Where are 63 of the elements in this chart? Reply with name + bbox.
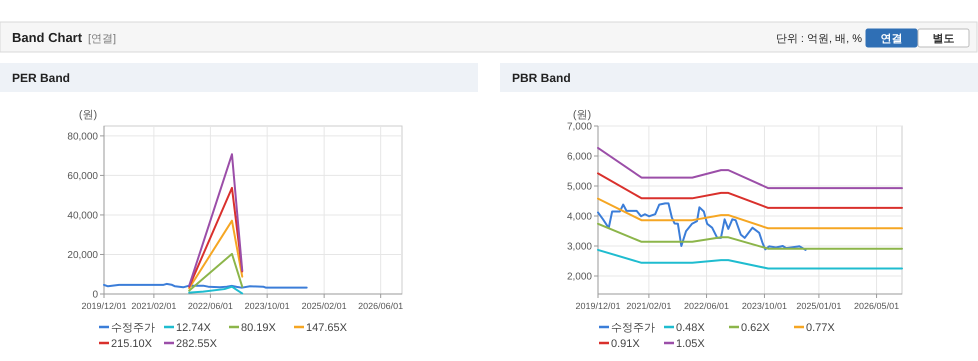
line-series — [597, 172, 903, 209]
x-tick-label: 2019/12/01 — [575, 301, 621, 311]
y-tick-label: 5,000 — [566, 182, 592, 192]
chart-title: PBR Band — [512, 71, 571, 85]
x-tick-label: 2025/02/01 — [302, 301, 347, 311]
legend-item: 0.77X — [794, 322, 835, 334]
x-tick-label: 2022/06/01 — [188, 301, 233, 311]
legend-item: 0.48X — [664, 322, 705, 334]
x-tick-label: 2022/06/01 — [684, 301, 730, 311]
button: 별도 — [918, 28, 970, 48]
x-tick-label: 2023/10/01 — [742, 301, 787, 311]
text: 단위 : 억원, 배, % — [776, 33, 862, 45]
x-tick-label: 2025/01/01 — [796, 301, 842, 311]
y-tick-label: 4,000 — [566, 212, 592, 222]
legend-label: 1.05X — [676, 338, 706, 350]
y-tick-label: 20,000 — [67, 250, 98, 261]
y-tick-label: 6,000 — [566, 152, 592, 162]
button: 연결 — [866, 28, 918, 48]
x-tick-label: 2021/02/01 — [131, 301, 176, 311]
chart-title: PER Band — [12, 71, 70, 85]
legend-label: 0.48X — [676, 322, 706, 334]
legend-item: 80.19X — [229, 322, 276, 334]
line-series — [597, 222, 903, 250]
legend-item: 수정주가 — [599, 322, 655, 334]
y-tick-label: 40,000 — [67, 210, 98, 222]
x-tick-label: 2023/10/01 — [244, 301, 290, 311]
legend-item: 1.05X — [664, 338, 705, 350]
y-tick-label: 60,000 — [67, 170, 98, 182]
line-series — [597, 198, 903, 230]
legend-item: 12.74X — [164, 322, 211, 334]
y-axis-title: (원) — [78, 109, 98, 121]
legend-label: 0.77X — [806, 322, 836, 334]
legend-label: 147.65X — [306, 322, 348, 334]
line-series — [188, 286, 244, 294]
legend-item: 0.62X — [729, 322, 770, 334]
y-tick-label: 0 — [92, 290, 98, 300]
legend-label: 215.10X — [111, 338, 153, 350]
legend-label: 0.62X — [741, 322, 770, 334]
legend-label: 0.91X — [611, 338, 640, 350]
line-series — [597, 146, 903, 190]
x-tick-label: 2019/12/01 — [81, 301, 127, 311]
y-tick-label: 2,000 — [566, 272, 592, 282]
legend-item: 215.10X — [99, 338, 152, 350]
legend-item: 147.65X — [294, 322, 347, 334]
x-tick-label: 2026/06/01 — [358, 301, 404, 311]
y-axis-title: (원) — [572, 109, 592, 121]
legend-label: 80.19X — [241, 322, 277, 334]
text: Band Chart — [12, 30, 83, 45]
legend-label: 수정주가 — [111, 322, 155, 334]
y-tick-label: 80,000 — [67, 131, 98, 142]
x-tick-label: 2026/05/01 — [854, 301, 900, 311]
legend-label: 수정주가 — [611, 322, 655, 334]
x-tick-label: 2021/02/01 — [626, 301, 672, 311]
line-series — [597, 248, 903, 270]
line-series — [597, 202, 807, 251]
legend-item: 0.91X — [599, 338, 640, 350]
legend-label: 12.74X — [176, 322, 212, 334]
y-tick-label: 3,000 — [566, 242, 592, 252]
legend-label: 282.55X — [176, 338, 218, 350]
y-tick-label: 7,000 — [566, 122, 592, 132]
legend-item: 수정주가 — [99, 322, 155, 334]
text: [연결] — [88, 33, 116, 45]
legend-item: 282.55X — [164, 338, 217, 350]
